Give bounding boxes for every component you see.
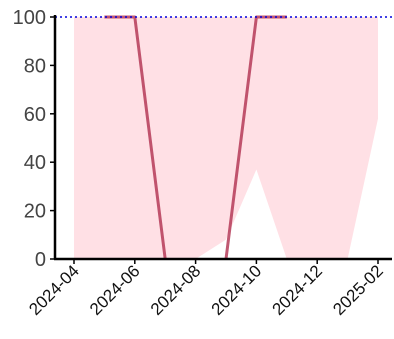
y-tick-label: 60 xyxy=(24,104,46,126)
y-tick-label: 40 xyxy=(24,152,46,174)
y-tick-label: 80 xyxy=(24,55,46,77)
x-axis-ticks: 2024-04 2024-06 2024-08 2024-10 2024-12 2025-… xyxy=(25,259,387,319)
x-tick-label: 2024-12 xyxy=(268,261,326,319)
y-axis-ticks: 0 20 40 60 80 100 xyxy=(13,7,55,271)
y-tick-label: 0 xyxy=(35,249,46,271)
y-tick-label: 20 xyxy=(24,201,46,223)
axes xyxy=(53,15,392,261)
x-tick-label: 2024-10 xyxy=(208,261,266,319)
confidence-band-layer xyxy=(74,17,378,259)
y-tick-label: 100 xyxy=(13,7,46,29)
series-line-segment xyxy=(104,15,167,260)
x-tick-label: 2024-06 xyxy=(86,261,144,319)
x-tick-label: 2025-02 xyxy=(329,261,387,319)
confidence-band xyxy=(74,17,378,259)
x-tick-label: 2024-08 xyxy=(147,261,205,319)
